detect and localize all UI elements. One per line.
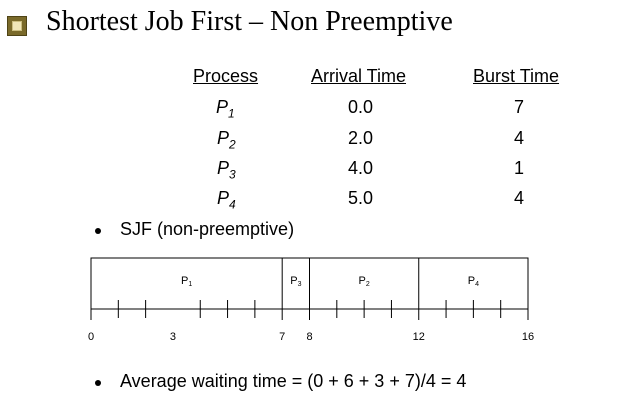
arrival-cell: 5.0 [348, 188, 374, 208]
burst-cell: 7 [514, 97, 525, 117]
time-label: 7 [279, 331, 285, 343]
header-burst-time: Burst Time [473, 66, 560, 86]
segment-label: P3 [290, 275, 301, 288]
burst-cell: 1 [514, 158, 525, 178]
time-label: 3 [170, 331, 176, 343]
burst-cell: 4 [514, 188, 525, 208]
burst-cell: 4 [514, 128, 525, 148]
arrival-cell: 0.0 [348, 97, 374, 117]
process-cell: P1 [216, 97, 235, 121]
segment-label: P1 [181, 275, 192, 288]
time-label: 12 [413, 331, 425, 343]
arrival-cell: 2.0 [348, 128, 374, 148]
process-cell: P4 [217, 188, 236, 212]
header-arrival-time: Arrival Time [311, 66, 407, 86]
time-label: 0 [88, 331, 94, 343]
slide-bullet-icon [7, 16, 27, 36]
bullet-dot [95, 380, 101, 386]
segment-label: P4 [468, 275, 479, 288]
arrival-cell: 4.0 [348, 158, 374, 178]
process-cell: P2 [217, 128, 236, 152]
segment-label: P2 [359, 275, 370, 288]
header-process: Process [193, 66, 259, 86]
time-label: 16 [522, 331, 534, 343]
slide-title: Shortest Job First – Non Preemptive [46, 6, 453, 37]
time-label: 8 [306, 331, 312, 343]
process-cell: P3 [217, 158, 236, 182]
bullet-dot [95, 228, 101, 234]
